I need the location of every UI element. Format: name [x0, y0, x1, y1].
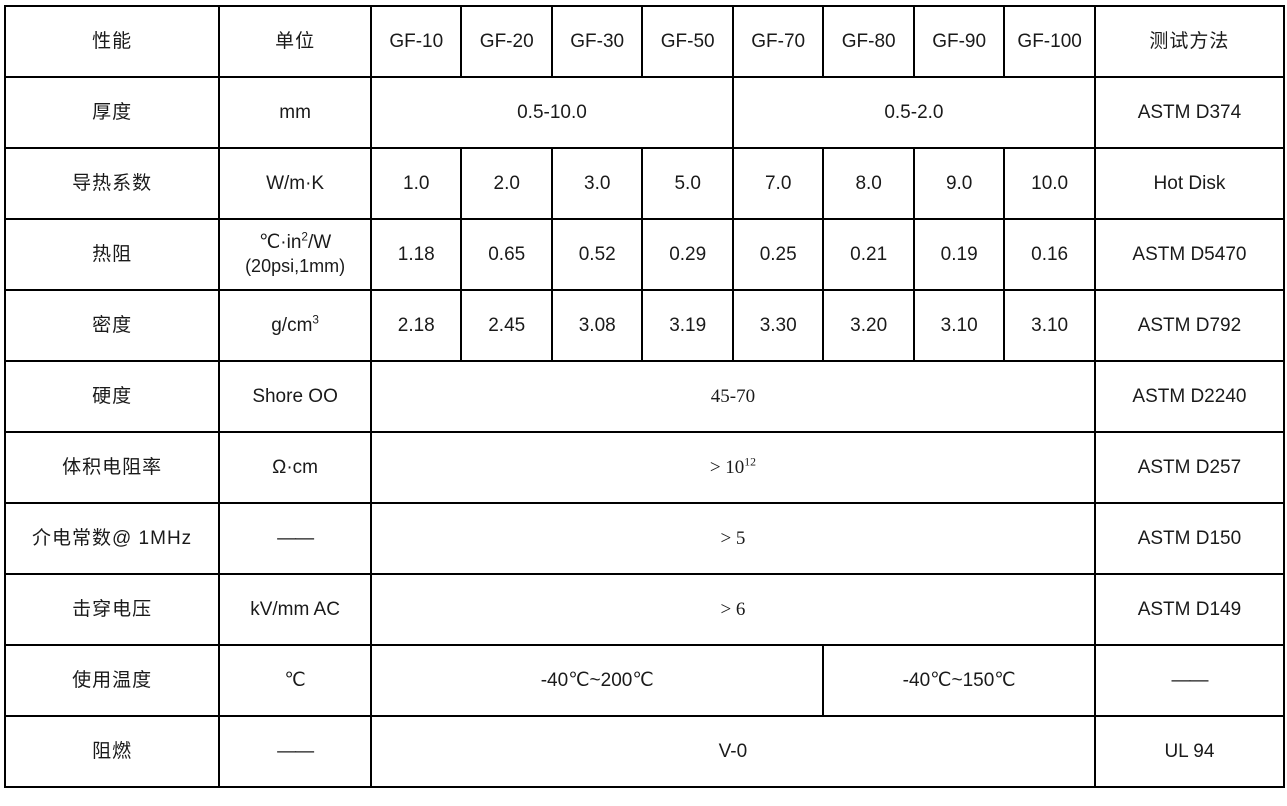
cell-tc-gf90: 9.0	[912, 147, 1006, 220]
row-label-hardness: 硬度	[3, 360, 221, 433]
table-row-flame-retardancy: 阻燃 —— V-0 UL 94	[3, 715, 1286, 788]
cell-tc-gf70: 7.0	[731, 147, 825, 220]
cell-tr-gf50: 0.29	[641, 218, 734, 291]
row-label-flame-retardancy: 阻燃	[3, 715, 221, 788]
cell-tc-gf100: 10.0	[1003, 147, 1096, 220]
table-row-thickness: 厚度 mm 0.5-10.0 0.5-2.0 ASTM D374	[3, 76, 1286, 149]
row-label-dielectric-constant: 介电常数@ 1MHz	[3, 502, 221, 575]
row-method-density: ASTM D792	[1093, 289, 1286, 362]
cell-tr-gf20: 0.65	[460, 218, 553, 291]
cell-thickness-range-high: 0.5-2.0	[731, 76, 1096, 149]
table-header-row: 性能 单位 GF-10 GF-20 GF-30 GF-50 GF-70 GF-8…	[3, 5, 1286, 78]
cell-density-gf90: 3.10	[912, 289, 1006, 362]
unit-superscript: 3	[312, 313, 319, 327]
row-method-thickness: ASTM D374	[1093, 76, 1286, 149]
row-method-operating-temperature: ——	[1093, 644, 1286, 717]
row-unit-breakdown-voltage: kV/mm AC	[218, 573, 372, 646]
header-grade-gf10: GF-10	[369, 5, 463, 78]
cell-dielectric-constant-value: > 5	[370, 502, 1096, 575]
table-row-volume-resistivity: 体积电阻率 Ω·cm > 1012 ASTM D257	[3, 431, 1286, 504]
cell-density-gf70: 3.30	[731, 289, 825, 362]
header-test-method: 测试方法	[1093, 5, 1286, 78]
cell-thickness-range-low: 0.5-10.0	[370, 76, 734, 149]
table-row-hardness: 硬度 Shore OO 45-70 ASTM D2240	[3, 360, 1286, 433]
unit-main-tail: /W	[307, 232, 332, 254]
table-row-breakdown-voltage: 击穿电压 kV/mm AC > 6 ASTM D149	[3, 573, 1286, 646]
row-method-volume-resistivity: ASTM D257	[1093, 431, 1286, 504]
cell-operating-temperature-range-high: -40℃~200℃	[369, 644, 825, 717]
row-unit-thermal-conductivity: W/m·K	[218, 147, 372, 220]
row-unit-volume-resistivity: Ω·cm	[218, 431, 372, 504]
row-unit-flame-retardancy: ——	[218, 715, 372, 788]
resistivity-exponent: 12	[744, 455, 757, 469]
row-unit-thermal-resistance: ℃·in2/W (20psi,1mm)	[218, 218, 372, 291]
cell-tr-gf30: 0.52	[550, 218, 644, 291]
row-method-thermal-resistance: ASTM D5470	[1093, 218, 1286, 291]
cell-tc-gf20: 2.0	[460, 147, 553, 220]
row-label-thermal-resistance: 热阻	[3, 218, 221, 291]
cell-hardness-value: 45-70	[370, 360, 1096, 433]
unit-main-text: ℃·in	[258, 232, 302, 254]
table-row-density: 密度 g/cm3 2.18 2.45 3.08 3.19 3.30 3.20 3…	[3, 289, 1286, 362]
row-method-thermal-conductivity: Hot Disk	[1093, 147, 1286, 220]
table-row-thermal-conductivity: 导热系数 W/m·K 1.0 2.0 3.0 5.0 7.0 8.0 9.0 1…	[3, 147, 1286, 220]
row-label-density: 密度	[3, 289, 221, 362]
cell-tc-gf30: 3.0	[550, 147, 644, 220]
cell-density-gf30: 3.08	[550, 289, 644, 362]
table-row-operating-temperature: 使用温度 ℃ -40℃~200℃ -40℃~150℃ ——	[3, 644, 1286, 717]
cell-tc-gf50: 5.0	[641, 147, 734, 220]
row-label-operating-temperature: 使用温度	[3, 644, 221, 717]
cell-volume-resistivity-value: > 1012	[370, 431, 1096, 504]
table-row-dielectric-constant: 介电常数@ 1MHz —— > 5 ASTM D150	[3, 502, 1286, 575]
header-unit: 单位	[218, 5, 372, 78]
cell-density-gf50: 3.19	[641, 289, 734, 362]
row-unit-dielectric-constant: ——	[218, 502, 372, 575]
unit-main-text: g/cm	[271, 314, 313, 336]
cell-tc-gf10: 1.0	[369, 147, 463, 220]
cell-tr-gf100: 0.16	[1003, 218, 1096, 291]
cell-tr-gf10: 1.18	[369, 218, 463, 291]
row-method-flame-retardancy: UL 94	[1093, 715, 1286, 788]
cell-tr-gf90: 0.19	[912, 218, 1006, 291]
header-grade-gf20: GF-20	[460, 5, 553, 78]
cell-breakdown-voltage-value: > 6	[370, 573, 1096, 646]
cell-density-gf20: 2.45	[460, 289, 553, 362]
header-grade-gf90: GF-90	[912, 5, 1006, 78]
cell-tc-gf80: 8.0	[822, 147, 915, 220]
header-grade-gf100: GF-100	[1003, 5, 1096, 78]
header-grade-gf70: GF-70	[731, 5, 825, 78]
row-label-volume-resistivity: 体积电阻率	[3, 431, 221, 504]
row-unit-operating-temperature: ℃	[218, 644, 372, 717]
cell-tr-gf80: 0.21	[822, 218, 915, 291]
header-grade-gf80: GF-80	[822, 5, 915, 78]
cell-flame-retardancy-value: V-0	[370, 715, 1096, 788]
unit-condition-text: (20psi,1mm)	[245, 256, 346, 277]
row-method-dielectric-constant: ASTM D150	[1093, 502, 1286, 575]
cell-density-gf100: 3.10	[1003, 289, 1096, 362]
row-method-hardness: ASTM D2240	[1093, 360, 1286, 433]
header-grade-gf30: GF-30	[550, 5, 644, 78]
row-unit-hardness: Shore OO	[218, 360, 372, 433]
header-grade-gf50: GF-50	[641, 5, 734, 78]
row-unit-density: g/cm3	[218, 289, 372, 362]
cell-density-gf80: 3.20	[822, 289, 915, 362]
row-label-breakdown-voltage: 击穿电压	[3, 573, 221, 646]
row-method-breakdown-voltage: ASTM D149	[1093, 573, 1286, 646]
row-label-thickness: 厚度	[3, 76, 221, 149]
cell-density-gf10: 2.18	[369, 289, 463, 362]
cell-tr-gf70: 0.25	[731, 218, 825, 291]
table-row-thermal-resistance: 热阻 ℃·in2/W (20psi,1mm) 1.18 0.65 0.52 0.…	[3, 218, 1286, 291]
header-property: 性能	[3, 5, 221, 78]
cell-operating-temperature-range-low: -40℃~150℃	[822, 644, 1096, 717]
row-label-thermal-conductivity: 导热系数	[3, 147, 221, 220]
unit-superscript: 2	[301, 230, 308, 244]
product-specification-table: 性能 单位 GF-10 GF-20 GF-30 GF-50 GF-70 GF-8…	[3, 5, 1286, 788]
resistivity-base: > 10	[709, 456, 745, 478]
row-unit-thickness: mm	[218, 76, 372, 149]
